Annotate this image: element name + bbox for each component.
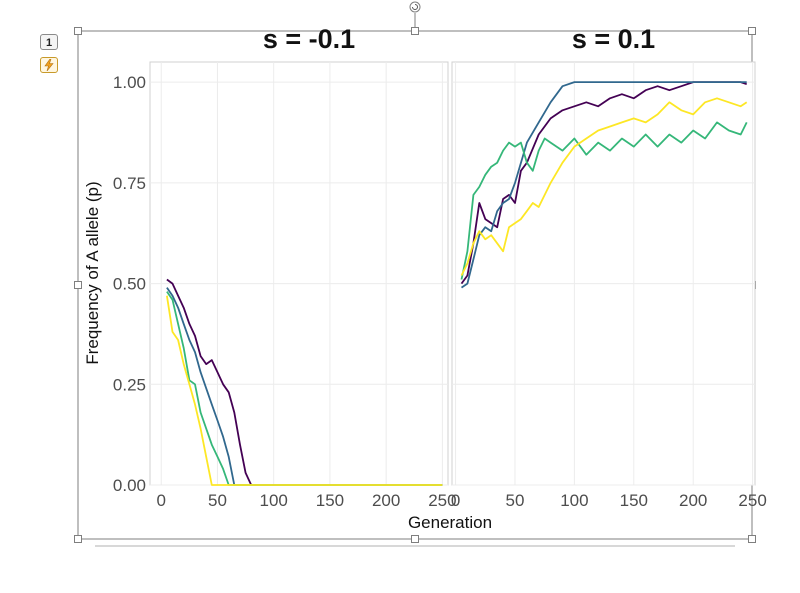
rotate-icon[interactable] [409,1,421,13]
resize-handle[interactable] [411,535,419,543]
panel-title: s = -0.1 [263,24,355,54]
y-tick-label: 0.25 [113,375,146,394]
x-tick-label: 0 [157,491,166,510]
panel-background [149,61,449,486]
x-tick-label: 0 [451,491,460,510]
panel-1 [149,61,449,486]
panel-background [451,61,756,486]
resize-handle[interactable] [748,27,756,35]
y-tick-label: 0.75 [113,174,146,193]
series-line-4 [166,295,443,486]
y-axis-label: Frequency of A allele (p) [83,181,102,364]
layout-options-button[interactable] [40,57,58,73]
layout-badge[interactable]: 1 [40,34,58,50]
resize-handle[interactable] [748,535,756,543]
series-line-3 [460,121,748,280]
y-tick-label: 0.50 [113,275,146,294]
x-tick-label: 100 [260,491,288,510]
resize-handle[interactable] [74,27,82,35]
resize-handle[interactable] [411,27,419,35]
x-tick-label: 150 [316,491,344,510]
x-tick-label: 250 [738,491,766,510]
x-tick-label: 250 [428,491,456,510]
x-axis-label: Generation [408,513,492,532]
series-line-2 [460,81,747,289]
x-tick-label: 50 [506,491,525,510]
panel-title: s = 0.1 [572,24,655,54]
rotate-arrow [412,4,418,10]
x-tick-label: 200 [679,491,707,510]
resize-handle[interactable] [74,281,82,289]
x-tick-label: 150 [620,491,648,510]
panel-2 [451,61,756,486]
x-tick-label: 100 [560,491,588,510]
lightning-icon [44,59,54,71]
series-line-2 [166,287,443,486]
series-line-3 [166,291,443,486]
series-line-4 [460,97,748,276]
y-tick-label: 1.00 [113,73,146,92]
x-tick-label: 200 [372,491,400,510]
y-tick-label: 0.00 [113,476,146,495]
resize-handle[interactable] [74,535,82,543]
x-tick-label: 50 [208,491,227,510]
rotate-handle-circle [409,1,421,13]
series-line-1 [166,278,443,486]
